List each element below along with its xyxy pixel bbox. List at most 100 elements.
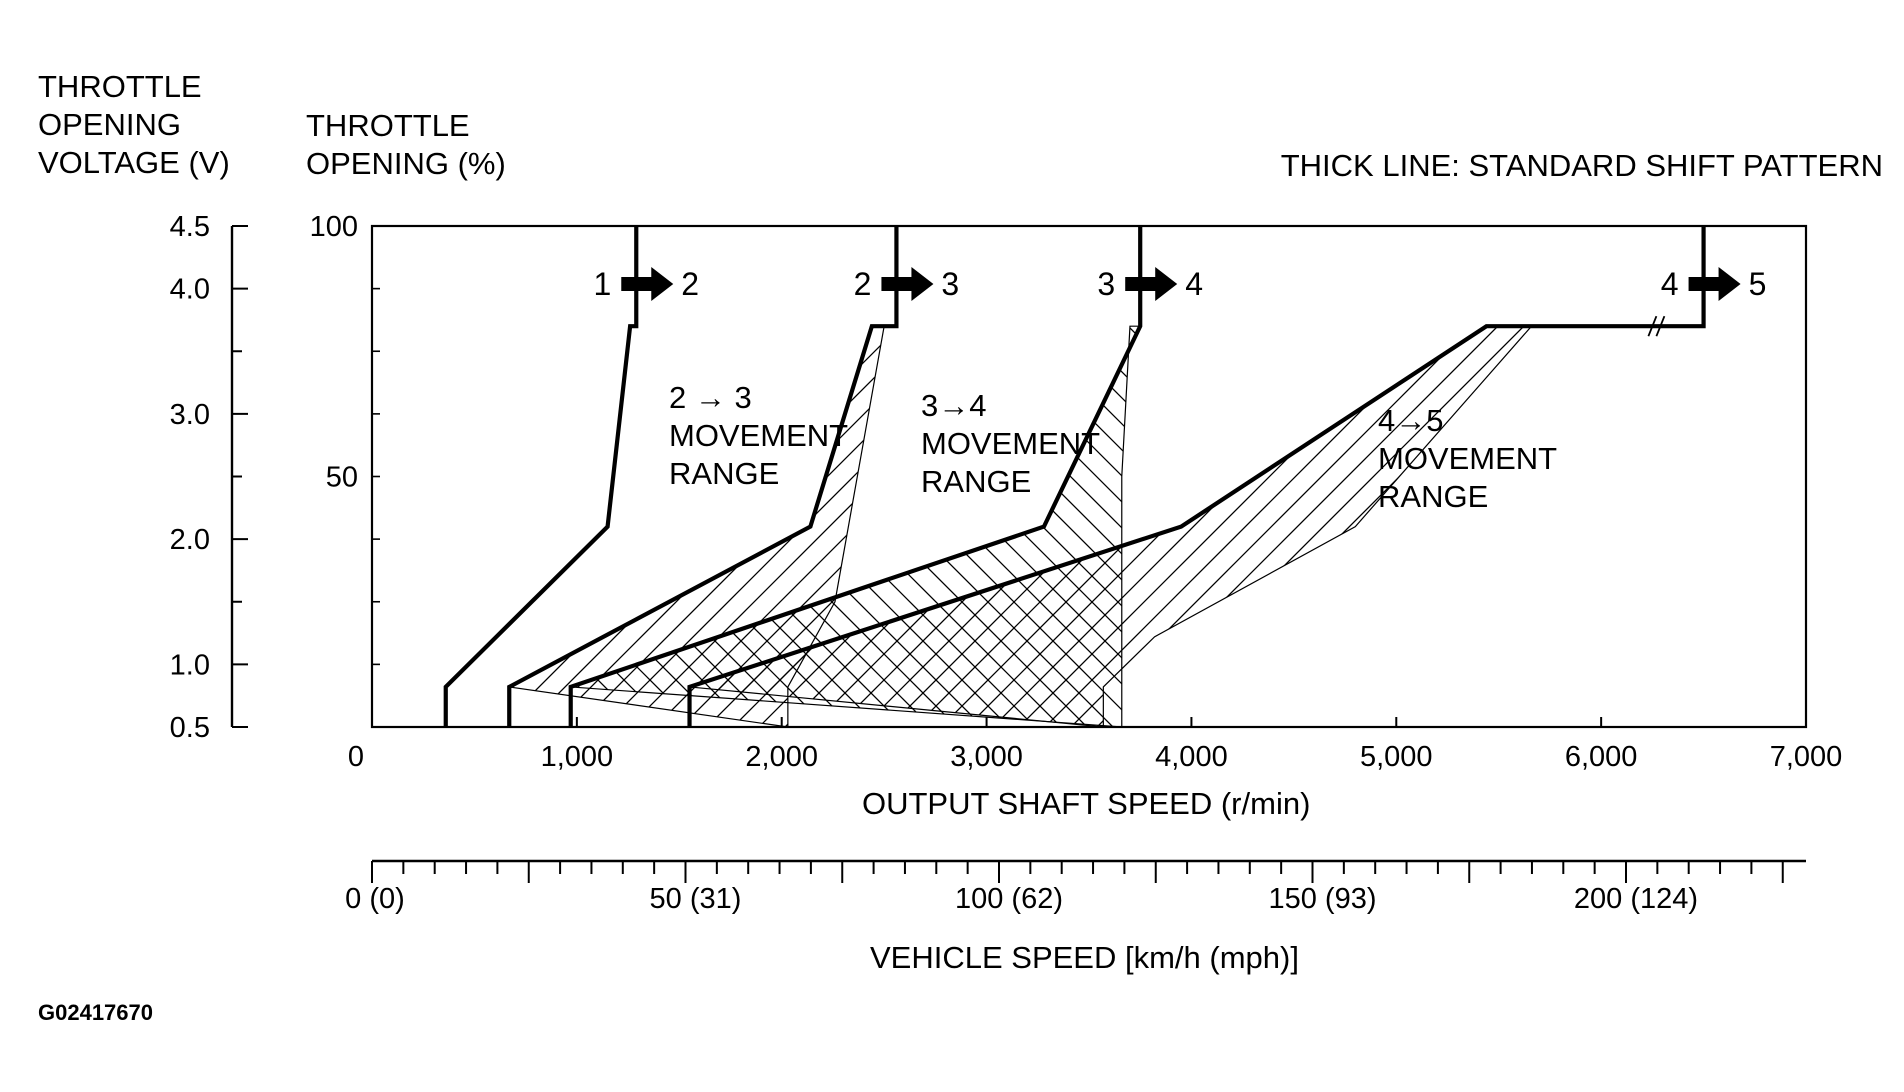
hatch-line [509,326,885,727]
voltage-tick-label: 4.0 [170,274,210,306]
hatch-line [0,0,30,1087]
gear-from-label: 3 [1097,266,1115,302]
hatch-line [1894,0,1904,1087]
hatch-line [689,326,1227,727]
hatch-line [0,0,4,1087]
hatch-line [0,0,30,1087]
shift-arrow-2-3 [881,267,934,301]
hatch-line [509,326,885,727]
figure-id: G02417670 [38,1000,153,1025]
hatch-line [570,326,1141,727]
x-tick-label: 0 [348,741,364,773]
range-label-line: 2 → 3 [669,380,752,415]
voltage-tick-label: 2.0 [170,524,210,556]
range-label-line: MOVEMENT [1378,441,1558,476]
hatch-line [509,326,885,727]
x-tick-label: 2,000 [745,741,818,773]
break-mark [1647,315,1658,337]
shift-arrows: 1 2 2 3 3 4 4 5 [593,266,1766,302]
shift-arrow-3-4 [1125,267,1178,301]
hatch-line [689,326,1532,727]
hatch-line [0,0,4,1087]
hatch-line [689,326,1532,727]
x-tick-label: 4,000 [1155,741,1228,773]
hatch-line [0,0,4,1087]
left-axis-title-line: VOLTAGE (V) [38,145,230,180]
hatch-line [570,326,1141,727]
hatch-line [509,326,885,727]
gear-to-label: 4 [1185,266,1203,302]
secondary-tick-label: 100 (62) [955,883,1063,915]
y-tick-label: 100 [310,211,358,243]
range-label-2-3: 2 → 3 MOVEMENT RANGE [669,379,848,493]
gear-to-label: 2 [681,266,699,302]
left-axis-title: THROTTLE OPENING VOLTAGE (V) [38,68,230,182]
secondary-tick-label: 200 (124) [1574,883,1698,915]
hatch-line [1894,0,1904,1087]
hatch-line [697,326,1532,727]
secondary-tick-label: 0 (0) [345,883,405,915]
hatch-line [0,0,30,1087]
hatch-line [570,326,1141,727]
hatch-line [1894,0,1904,1087]
range-label-line: MOVEMENT [921,426,1101,461]
hatch-line [689,326,1532,727]
x-tick-label: 7,000 [1770,741,1843,773]
break-mark [1655,315,1666,337]
chart-note: THICK LINE: STANDARD SHIFT PATTERN [1280,148,1883,183]
range-label-4-5: 4→5 MOVEMENT RANGE [1378,402,1557,516]
x-tick-label: 6,000 [1565,741,1638,773]
range-label-line: RANGE [669,456,780,491]
hatch-line [570,326,1141,727]
hatch-line [570,326,1141,727]
shift-arrow-1-2 [621,267,674,301]
gear-from-label: 4 [1661,266,1679,302]
x-axis-title: OUTPUT SHAFT SPEED (r/min) [862,786,1311,821]
hatch-line [570,326,1141,727]
y-axis-title-line: OPENING (%) [306,146,506,181]
gear-from-label: 1 [593,266,611,302]
hatch-line [570,326,1141,727]
gear-to-label: 3 [941,266,959,302]
secondary-x-axis-title: VEHICLE SPEED [km/h (mph)] [870,940,1299,975]
shift-line-1-2 [443,226,639,727]
voltage-tick-label: 4.5 [170,211,210,243]
hatch-line [749,326,1532,727]
range-label-line: 3→4 [921,388,987,423]
range-label-line: 4→5 [1378,403,1444,438]
range-label-line: MOVEMENT [669,418,849,453]
hatch-line [723,326,1532,727]
hatch-line [689,326,1532,727]
voltage-tick-label: 1.0 [170,649,210,681]
hatch-line [689,326,1201,727]
secondary-tick-label: 50 (31) [650,883,742,915]
shift-line-3-4 [568,226,1143,727]
shift-lines [443,226,1706,727]
voltage-tick-label: 0.5 [170,712,210,744]
left-axis-title-line: THROTTLE [38,69,202,104]
x-tick-label: 3,000 [950,741,1023,773]
hatch-line [509,326,885,727]
range-label-line: RANGE [1378,479,1489,514]
shift-arrow-4-5 [1688,267,1741,301]
x-tick-label: 5,000 [1360,741,1433,773]
shift-line-4-5 [687,226,1706,727]
range-label-3-4: 3→4 MOVEMENT RANGE [921,387,1100,501]
secondary-tick-label: 150 (93) [1268,883,1376,915]
voltage-tick-label: 3.0 [170,399,210,431]
hatch-line [509,326,885,727]
range-label-line: RANGE [921,464,1032,499]
y-axis-title: THROTTLE OPENING (%) [306,107,506,183]
gear-from-label: 2 [854,266,872,302]
hatch-line [689,326,1532,727]
axes: 0 1,000 2,000 3,000 4,000 5,000 6,000 7,0005010… [170,211,1843,915]
gear-to-label: 5 [1749,266,1767,302]
shift-line-2-3 [507,226,899,727]
y-tick-label: 50 [326,462,358,494]
left-axis-title-line: OPENING [38,107,181,142]
x-tick-label: 1,000 [541,741,614,773]
hatch-line [570,326,1141,727]
hatch-line [689,326,1175,727]
